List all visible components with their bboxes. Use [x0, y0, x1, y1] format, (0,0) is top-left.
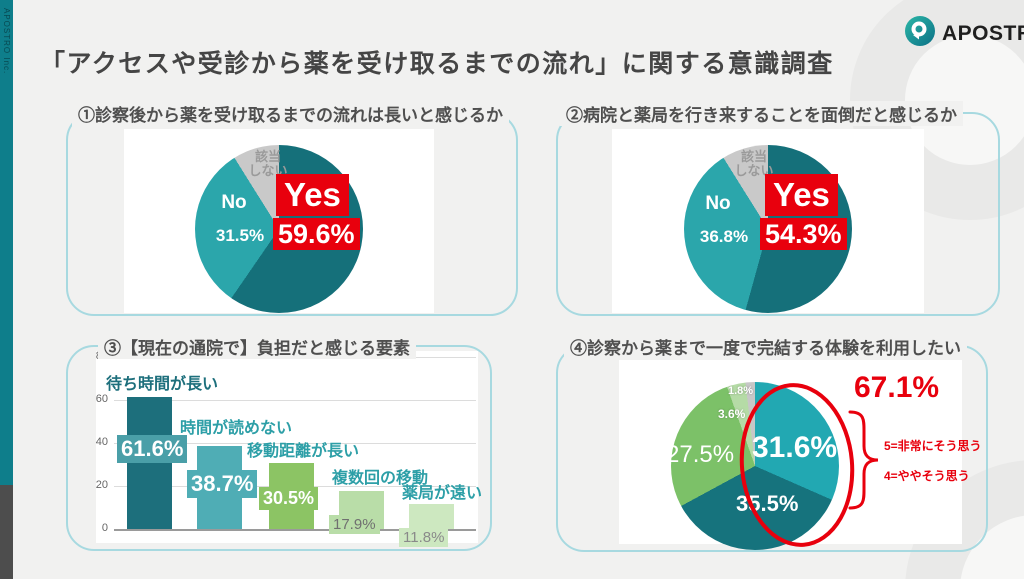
pie-q4-legend-5: 5=非常にそう思う — [884, 439, 982, 453]
apostro-logo-icon — [905, 16, 935, 51]
page-title: 「アクセスや受診から薬を受け取るまでの流れ」に関する意識調査 — [40, 50, 834, 78]
panel-q4-title: ④診察から薬まで一度で完結する体験を利用したい — [564, 334, 967, 359]
brand-name: APOSTRO — [942, 21, 1024, 45]
panel-q1-title: ①診察後から薬を受け取るまでの流れは長いと感じるか — [72, 101, 509, 126]
side-strip-brand-text: APOSTRO Inc. — [2, 8, 11, 75]
bar-value-label: 17.9% — [329, 514, 380, 534]
pie-q4-total-agree: 67.1% — [854, 371, 940, 404]
y-axis-tick: 60 — [95, 393, 108, 405]
panel-q2-title: ②病院と薬局を行き来することを面倒だと感じるか — [560, 101, 963, 126]
side-strip: APOSTRO Inc. — [0, 0, 13, 485]
bar-5 — [409, 503, 454, 529]
pie-q1-label-no: No — [221, 192, 247, 213]
gridline — [114, 443, 476, 444]
gridline — [114, 400, 476, 401]
pie-q1-value-yes: 59.6% — [273, 218, 360, 250]
brand-logo: APOSTRO — [905, 16, 1024, 51]
bar-value-label: 38.7% — [187, 469, 258, 498]
y-axis-tick: 40 — [95, 436, 108, 448]
panel-q2: ②病院と薬局を行き来することを面倒だと感じるか 該当 しない No 36.8% Y… — [556, 101, 1000, 316]
pie-q4-legend-4: 4=ややそう思う — [884, 469, 970, 483]
bar-value-label: 11.8% — [399, 527, 449, 547]
pie-q2-label-na: 該当 しない — [734, 149, 774, 179]
bar-value-label: 61.6% — [117, 434, 188, 463]
pie-q4-value-1: 1.8% — [728, 385, 754, 397]
panel-q3: ③【現在の通院で】負担だと感じる要素 02040608061.6%待ち時間が長い… — [66, 334, 492, 551]
bar-category-label: 移動距離が長い — [247, 443, 360, 461]
panel-q4: ④診察から薬まで一度で完結する体験を利用したい 1.8% 3.6% 27.5% … — [556, 334, 988, 552]
side-strip-bottom — [0, 485, 13, 579]
pie-q4-value-5: 31.6% — [752, 431, 838, 464]
pie-q1-label-yes: Yes — [276, 174, 349, 216]
pie-q2-value-yes: 54.3% — [760, 218, 847, 250]
bar-chart-q3: 02040608061.6%待ち時間が長い38.7%時間が読めない30.5%移動… — [68, 347, 490, 549]
bar-category-label: 複数回の移動 — [332, 469, 429, 487]
pie-q2-label-yes: Yes — [765, 174, 838, 216]
bar-value-label: 30.5% — [259, 487, 319, 511]
pie-q4-value-3: 27.5% — [666, 441, 735, 468]
pie-q4-value-4: 35.5% — [736, 491, 799, 516]
gridline — [114, 529, 476, 531]
pie-q1-value-no: 31.5% — [215, 226, 265, 245]
bar-category-label: 時間が読めない — [180, 419, 293, 437]
pie-q2-value-no: 36.8% — [699, 227, 749, 246]
bar-1 — [127, 396, 172, 529]
panel-q1: ①診察後から薬を受け取るまでの流れは長いと感じるか 該当 しない No 31.5%… — [66, 101, 518, 316]
y-axis-tick: 0 — [101, 522, 108, 534]
y-axis-tick: 20 — [95, 479, 108, 491]
pie-q4-value-2: 3.6% — [718, 407, 746, 421]
bar-category-label: 待ち時間が長い — [106, 375, 219, 393]
panel-q3-title: ③【現在の通院で】負担だと感じる要素 — [98, 334, 416, 359]
bar-category-label: 薬局が遠い — [402, 484, 483, 502]
pie-q2-label-no: No — [705, 193, 731, 214]
